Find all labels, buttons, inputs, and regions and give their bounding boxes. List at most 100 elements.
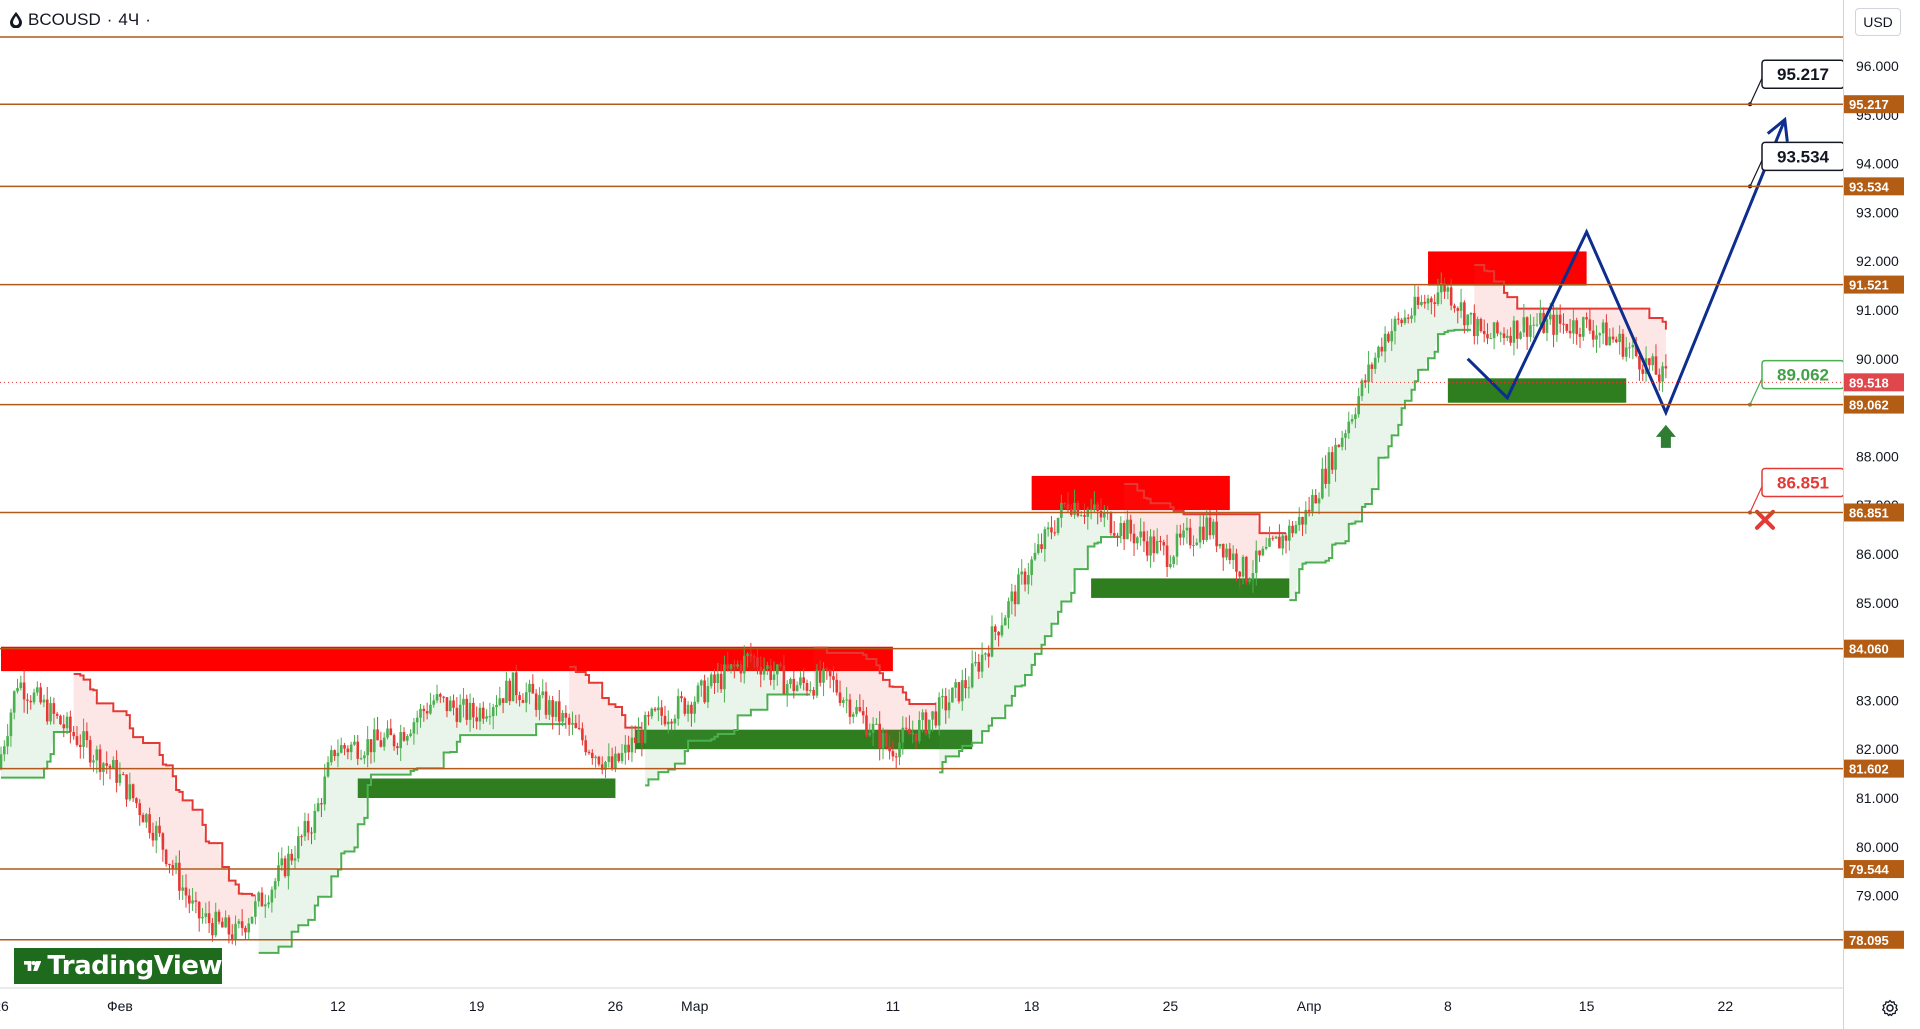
candle-body (491, 707, 495, 717)
candle-body (313, 810, 317, 833)
droplet-icon (10, 12, 22, 28)
candle-body (273, 881, 277, 890)
candle-body (505, 680, 508, 703)
candle-body (1218, 543, 1222, 547)
candle-body (412, 722, 416, 734)
currency-button[interactable]: USD (1855, 8, 1901, 36)
candle-body (263, 904, 267, 907)
trail-support-line (258, 723, 566, 954)
candle-body (828, 670, 832, 677)
header-separator: · (106, 10, 113, 29)
candle-body (396, 746, 399, 749)
trail-support-fill (645, 653, 811, 786)
candle-body (1406, 317, 1410, 319)
candle-body (604, 761, 607, 770)
candle-body (567, 717, 571, 725)
candle-body (472, 702, 475, 718)
callout-pointer (1749, 486, 1763, 513)
candle-body (330, 750, 333, 763)
time-tick-label: 15 (1579, 998, 1595, 1014)
tradingview-logo-icon (24, 960, 42, 972)
candle-body (1545, 319, 1549, 333)
price-tick-label: 86.000 (1856, 546, 1899, 562)
candle-body (1509, 335, 1512, 343)
candle-body (534, 693, 538, 710)
candle-body (1198, 526, 1202, 543)
candle-body (845, 699, 848, 701)
candle-body (303, 820, 307, 837)
candle-body (1291, 525, 1294, 534)
candle-body (1109, 512, 1113, 534)
candle-body (1284, 535, 1288, 541)
candle-body (518, 695, 521, 701)
candle-body (369, 739, 373, 753)
candle-body (1235, 553, 1238, 572)
candle-body (1175, 533, 1179, 557)
candle-body (115, 759, 118, 783)
price-tick-label: 88.000 (1856, 448, 1899, 464)
candle-body (435, 694, 439, 701)
candle-body (1449, 287, 1453, 306)
candle-body (1591, 330, 1595, 340)
candle-body (1278, 536, 1281, 549)
price-tick-label: 81.000 (1856, 790, 1899, 806)
candle-body (112, 759, 115, 769)
candle-body (102, 763, 105, 772)
candle-body (1426, 298, 1430, 304)
candle-body (574, 722, 578, 728)
candle-body (1086, 509, 1090, 517)
forecast-path (1466, 119, 1787, 417)
candle-body (22, 682, 26, 700)
candle-body (174, 862, 178, 869)
candle-body (875, 723, 878, 725)
candle-body (1340, 437, 1344, 447)
candle-body (1506, 335, 1509, 338)
forecast-arrowhead (1766, 116, 1789, 142)
interval-label[interactable]: 4Ч (118, 10, 140, 29)
trailing-stop-layer (1, 264, 1667, 954)
candle-body (429, 704, 432, 714)
candle-body (1162, 542, 1166, 546)
candle-body (947, 702, 951, 711)
candle-body (842, 700, 845, 703)
candle-body (802, 677, 806, 683)
candle-body (1208, 517, 1212, 536)
candle-body (878, 723, 881, 749)
candle-body (121, 774, 125, 776)
candle-body (201, 916, 204, 919)
candle-body (1314, 495, 1318, 504)
candle-body (1502, 333, 1506, 338)
candle-body (290, 853, 293, 861)
candle-body (921, 712, 924, 720)
candle-body (1188, 527, 1192, 546)
candle-body (55, 713, 59, 716)
price-callout-label: 86.851 (1777, 473, 1829, 492)
level-badge-label: 93.534 (1849, 179, 1890, 194)
symbol-header[interactable]: BCOUSD · 4Ч · (6, 8, 155, 32)
candle-body (336, 752, 340, 757)
candle-body (306, 820, 310, 833)
candle-body (557, 701, 561, 722)
candle-body (809, 689, 812, 691)
candle-body (1271, 538, 1275, 540)
candle-body (643, 715, 647, 743)
candle-body (320, 803, 323, 805)
candle-body (1330, 452, 1334, 470)
candle-body (29, 700, 33, 703)
candle-body (359, 758, 363, 760)
candle-body (690, 704, 693, 714)
candle-body (372, 729, 376, 753)
candle-body (422, 708, 426, 712)
candle-body (1036, 544, 1040, 553)
candle-body (1307, 509, 1311, 512)
candle-body (795, 685, 799, 691)
chart-settings-button[interactable] (1878, 996, 1902, 1020)
candle-body (82, 731, 85, 747)
candle-body (726, 664, 730, 669)
candle-body (36, 687, 39, 693)
candle-body (462, 698, 465, 705)
candle-body (1142, 531, 1146, 542)
candle-body (789, 678, 792, 685)
candle-body (1456, 308, 1460, 311)
